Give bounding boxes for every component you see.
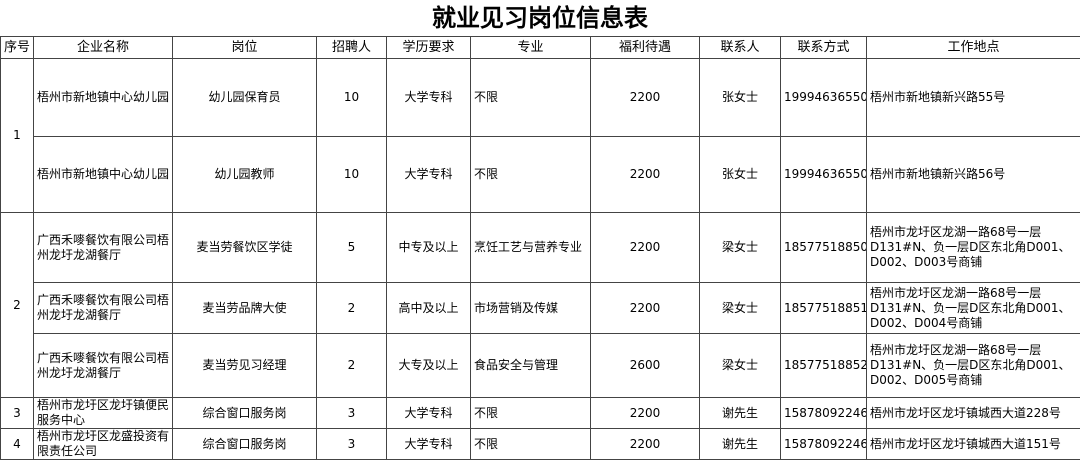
table-cell: 大学专科	[387, 59, 471, 137]
table-cell: 19994636550	[781, 59, 867, 137]
table-cell: 2200	[591, 283, 700, 334]
header-cell: 招聘人	[317, 37, 387, 59]
table-cell: 2200	[591, 213, 700, 283]
table-cell: 大专及以上	[387, 334, 471, 398]
table-cell: 不限	[471, 398, 591, 429]
table-cell: 麦当劳见习经理	[173, 334, 317, 398]
header-cell: 岗位	[173, 37, 317, 59]
table-cell: 梁女士	[700, 283, 781, 334]
table-cell: 梧州市龙圩区龙圩镇城西大道228号	[867, 398, 1080, 429]
table-cell: 梧州市龙圩区龙圩镇便民服务中心	[34, 398, 173, 429]
table-cell: 2200	[591, 59, 700, 137]
table-cell: 3	[317, 398, 387, 429]
table-cell: 梁女士	[700, 334, 781, 398]
table-cell: 梧州市龙圩区龙湖一路68号一层D131#N、负一层D区东北角D001、D002、…	[867, 213, 1080, 283]
table-cell: 幼儿园教师	[173, 137, 317, 213]
table-cell: 不限	[471, 59, 591, 137]
table-cell: 10	[317, 137, 387, 213]
table-cell: 梧州市新地镇中心幼儿园	[34, 137, 173, 213]
header-row: 序号企业名称岗位招聘人学历要求专业福利待遇联系人联系方式工作地点	[1, 37, 1080, 59]
table-cell: 梧州市龙圩区龙湖一路68号一层D131#N、负一层D区东北角D001、D002、…	[867, 334, 1080, 398]
table-cell: 2200	[591, 137, 700, 213]
table-cell: 谢先生	[700, 398, 781, 429]
table-cell: 综合窗口服务岗	[173, 398, 317, 429]
index-cell: 4	[1, 429, 34, 460]
table-cell: 梁女士	[700, 213, 781, 283]
index-cell: 2	[1, 213, 34, 398]
table-cell: 15878092246	[781, 429, 867, 460]
table-cell: 中专及以上	[387, 213, 471, 283]
table-cell: 15878092246	[781, 398, 867, 429]
table-cell: 大学专科	[387, 429, 471, 460]
header-cell: 专业	[471, 37, 591, 59]
table-cell: 10	[317, 59, 387, 137]
table-title: 就业见习岗位信息表	[0, 0, 1080, 36]
table-cell: 2200	[591, 429, 700, 460]
table-cell: 综合窗口服务岗	[173, 429, 317, 460]
table-cell: 梧州市龙圩区龙湖一路68号一层D131#N、负一层D区东北角D001、D002、…	[867, 283, 1080, 334]
table-cell: 18577518851	[781, 283, 867, 334]
table-cell: 18577518850	[781, 213, 867, 283]
header-cell: 企业名称	[34, 37, 173, 59]
table-cell: 张女士	[700, 59, 781, 137]
table-cell: 大学专科	[387, 137, 471, 213]
header-cell: 学历要求	[387, 37, 471, 59]
table-cell: 麦当劳品牌大使	[173, 283, 317, 334]
table-cell: 不限	[471, 137, 591, 213]
header-cell: 序号	[1, 37, 34, 59]
table-cell: 2	[317, 334, 387, 398]
table-cell: 梧州市龙圩区龙盛投资有限责任公司	[34, 429, 173, 460]
header-cell: 联系方式	[781, 37, 867, 59]
table-cell: 张女士	[700, 137, 781, 213]
table-cell: 高中及以上	[387, 283, 471, 334]
table-cell: 市场营销及传媒	[471, 283, 591, 334]
table-cell: 梧州市新地镇新兴路55号	[867, 59, 1080, 137]
table-cell: 谢先生	[700, 429, 781, 460]
table-cell: 大学专科	[387, 398, 471, 429]
table-cell: 麦当劳餐饮区学徒	[173, 213, 317, 283]
table-cell: 3	[317, 429, 387, 460]
header-cell: 联系人	[700, 37, 781, 59]
table-cell: 梧州市新地镇新兴路56号	[867, 137, 1080, 213]
table-cell: 梧州市新地镇中心幼儿园	[34, 59, 173, 137]
table-cell: 2200	[591, 398, 700, 429]
header-cell: 工作地点	[867, 37, 1080, 59]
index-cell: 3	[1, 398, 34, 429]
table-cell: 广西禾嘜餐饮有限公司梧州龙圩龙湖餐厅	[34, 283, 173, 334]
header-cell: 福利待遇	[591, 37, 700, 59]
table-cell: 幼儿园保育员	[173, 59, 317, 137]
table-cell: 18577518852	[781, 334, 867, 398]
table-cell: 不限	[471, 429, 591, 460]
table-cell: 2600	[591, 334, 700, 398]
table-cell: 广西禾嘜餐饮有限公司梧州龙圩龙湖餐厅	[34, 213, 173, 283]
index-cell: 1	[1, 59, 34, 213]
table-cell: 19994636550	[781, 137, 867, 213]
table-cell: 梧州市龙圩区龙圩镇城西大道151号	[867, 429, 1080, 460]
table-cell: 烹饪工艺与营养专业	[471, 213, 591, 283]
table-cell: 广西禾嘜餐饮有限公司梧州龙圩龙湖餐厅	[34, 334, 173, 398]
table-cell: 食品安全与管理	[471, 334, 591, 398]
table-cell: 5	[317, 213, 387, 283]
table-cell: 2	[317, 283, 387, 334]
